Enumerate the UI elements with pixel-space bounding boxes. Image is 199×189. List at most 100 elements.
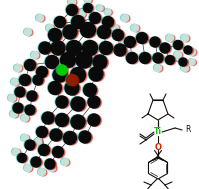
Circle shape [37,168,45,175]
Circle shape [123,15,130,22]
Circle shape [64,81,78,95]
Circle shape [81,12,87,18]
Circle shape [41,43,53,54]
Circle shape [9,94,16,101]
Circle shape [32,75,42,85]
Circle shape [133,25,140,32]
Circle shape [167,35,174,42]
Circle shape [57,65,67,75]
Circle shape [17,153,25,162]
Circle shape [173,40,181,49]
Circle shape [183,35,190,42]
Circle shape [40,145,51,156]
Circle shape [78,131,90,143]
Circle shape [23,59,34,70]
Circle shape [26,91,36,101]
Circle shape [84,41,99,56]
Circle shape [160,43,170,53]
Circle shape [53,42,66,56]
Circle shape [48,81,60,94]
Circle shape [21,135,28,142]
Circle shape [91,13,102,24]
Circle shape [127,53,138,64]
Circle shape [12,78,19,85]
Circle shape [49,164,56,171]
Circle shape [175,41,184,50]
Circle shape [70,0,77,6]
Circle shape [48,28,60,41]
Circle shape [84,0,90,3]
Circle shape [89,12,100,23]
Circle shape [16,65,23,72]
Circle shape [84,84,97,97]
Circle shape [18,153,26,163]
Circle shape [28,91,38,101]
Circle shape [114,44,126,56]
Circle shape [46,24,53,31]
Circle shape [174,51,180,58]
Circle shape [84,4,93,12]
Circle shape [30,157,40,167]
Circle shape [101,16,112,27]
Circle shape [97,5,103,11]
Circle shape [184,46,192,54]
Circle shape [106,9,112,15]
Circle shape [13,103,23,113]
Circle shape [70,15,84,28]
Circle shape [63,132,76,145]
Circle shape [183,46,191,54]
Circle shape [104,9,110,15]
Circle shape [151,37,162,47]
Circle shape [52,68,66,82]
Text: O: O [154,143,162,152]
Circle shape [72,98,87,112]
Circle shape [55,113,67,126]
Circle shape [56,65,66,75]
Circle shape [71,97,85,111]
Circle shape [150,37,160,47]
Circle shape [26,165,33,172]
Circle shape [45,159,55,169]
Circle shape [14,87,24,97]
Circle shape [112,29,124,40]
Circle shape [50,82,63,95]
Circle shape [62,53,77,68]
Circle shape [24,60,35,70]
Circle shape [71,15,85,29]
Circle shape [149,37,159,47]
Circle shape [26,60,37,71]
Circle shape [167,56,176,65]
Circle shape [24,164,31,171]
Circle shape [190,49,197,56]
Circle shape [180,34,187,41]
Circle shape [27,91,37,101]
Circle shape [60,52,74,67]
Circle shape [14,149,21,156]
Circle shape [188,59,194,65]
Circle shape [88,114,100,126]
Circle shape [53,146,63,157]
Circle shape [137,33,147,43]
Circle shape [67,0,74,5]
Circle shape [153,53,163,63]
Circle shape [26,29,33,36]
Circle shape [11,78,18,85]
Circle shape [62,131,75,144]
Circle shape [20,134,27,141]
Circle shape [189,59,195,65]
Circle shape [66,74,77,85]
Circle shape [154,64,162,71]
Circle shape [31,157,41,167]
Circle shape [71,115,85,129]
Circle shape [38,127,49,138]
Circle shape [55,16,65,28]
Circle shape [40,169,47,176]
Circle shape [20,114,27,121]
Circle shape [174,40,182,50]
Circle shape [60,53,75,67]
Circle shape [50,41,64,55]
Circle shape [25,140,35,150]
Circle shape [126,37,137,48]
Circle shape [185,46,193,54]
Circle shape [52,146,62,157]
